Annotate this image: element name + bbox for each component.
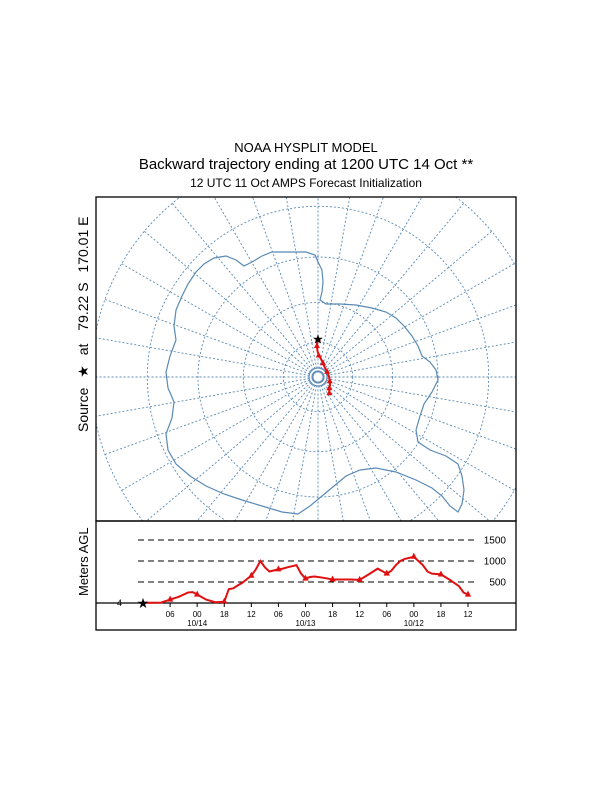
longitude-line [121, 263, 315, 376]
date-label: 10/13 [295, 619, 316, 628]
height-marker [221, 597, 228, 604]
map-frame [95, 196, 517, 522]
longitude-line [319, 380, 402, 521]
height-marker [248, 571, 255, 578]
longitude-line [322, 377, 516, 413]
height-marker [410, 552, 418, 559]
source-location-label: Source ★ at 79.22 S 170.01 E [75, 217, 91, 433]
map-trajectory-marker [313, 342, 320, 349]
source-latitude: 79.22 S [75, 282, 91, 330]
initialization-subtitle: 12 UTC 11 Oct AMPS Forecast Initializati… [190, 176, 422, 190]
x-tick-label: 18 [328, 610, 337, 619]
latitude-circle [242, 301, 394, 453]
longitude-line [322, 378, 516, 450]
height-series [143, 552, 472, 604]
time-axis: 06 00 18 12 06 00 18 12 06 00 18 12 10/14 10/13 10/12 [166, 603, 473, 628]
source-star-icon: ★ [75, 365, 91, 378]
height-gridline-label: 500 [489, 578, 506, 589]
y-axis-label: Meters AGL [76, 527, 91, 596]
longitude-line [145, 379, 315, 521]
trajectory-title: Backward trajectory ending at 1200 UTC 1… [138, 156, 474, 173]
longitude-line [322, 341, 516, 377]
longitude-line [96, 377, 314, 417]
x-tick-label: 12 [247, 610, 256, 619]
height-marker [302, 574, 309, 581]
start-height-label: 4 [117, 598, 122, 608]
height-marker [383, 569, 390, 576]
x-tick-label: 06 [166, 610, 175, 619]
x-tick-label: 06 [382, 610, 391, 619]
longitude-line [319, 381, 371, 521]
x-tick-label: 06 [274, 610, 283, 619]
height-marker [464, 590, 472, 597]
longitude-line [320, 203, 465, 374]
x-tick-label: 00 [409, 610, 418, 619]
height-marker [275, 565, 282, 572]
south-pole-inner-circle [311, 370, 325, 384]
height-marker [193, 590, 201, 597]
latitude-circle [282, 341, 354, 413]
latitude-circle [146, 205, 490, 521]
longitude-line [213, 197, 317, 374]
map-trajectory-marker [314, 335, 321, 342]
longitude-line [318, 197, 351, 373]
longitude-line [171, 203, 316, 374]
map-trajectory-marker [324, 368, 331, 374]
date-label: 10/14 [187, 619, 208, 628]
map-trajectory-marker [319, 359, 326, 366]
map-trajectory [313, 335, 333, 396]
height-marker [356, 575, 363, 582]
longitude-line [321, 379, 491, 521]
longitude-line [96, 337, 314, 377]
x-tick-label: 18 [220, 610, 229, 619]
height-gridline-label: 1000 [484, 557, 507, 568]
south-pole-circle [308, 367, 328, 387]
height-gridline-label: 1500 [484, 536, 507, 547]
source-longitude: 170.01 E [75, 217, 91, 273]
height-marker [437, 570, 445, 577]
longitude-line [322, 304, 516, 376]
map-source-star: ★ [312, 331, 324, 346]
longitude-line [144, 230, 315, 375]
longitude-line [321, 230, 492, 375]
x-tick-label: 12 [464, 610, 473, 619]
longitude-line [292, 381, 318, 521]
antarctica-coastline [165, 251, 465, 515]
latitude-circle [96, 197, 516, 521]
height-marker [329, 575, 336, 582]
x-tick-label: 18 [436, 610, 445, 619]
longitude-line [104, 378, 314, 455]
model-title: NOAA HYSPLIT MODEL [234, 140, 378, 155]
date-label: 10/12 [404, 619, 425, 628]
map-trajectory-marker [315, 351, 322, 358]
longitude-line [319, 197, 384, 373]
longitude-line [285, 197, 318, 373]
longitude-line [320, 380, 440, 521]
longitude-line [318, 381, 344, 521]
height-marker [166, 595, 174, 602]
longitude-line [104, 299, 314, 376]
height-start-star: ★ [137, 595, 150, 611]
map-trajectory-marker [326, 384, 333, 391]
map-grid [96, 197, 516, 521]
longitude-line [265, 381, 317, 521]
height-panel-frame [95, 520, 517, 631]
longitude-line [252, 197, 317, 373]
x-tick-label: 00 [301, 610, 310, 619]
longitude-line [234, 380, 317, 521]
longitude-line [121, 378, 315, 491]
latitude-circle [197, 256, 439, 498]
longitude-line [321, 263, 515, 376]
map-trajectory-marker [326, 389, 333, 396]
x-tick-label: 12 [355, 610, 364, 619]
source-word: Source [75, 387, 91, 432]
x-tick-label: 00 [193, 610, 202, 619]
map-trajectory-marker [326, 377, 333, 384]
longitude-line [196, 380, 316, 521]
at-word: at [75, 344, 91, 356]
longitude-line [319, 197, 423, 374]
longitude-line [321, 378, 515, 491]
